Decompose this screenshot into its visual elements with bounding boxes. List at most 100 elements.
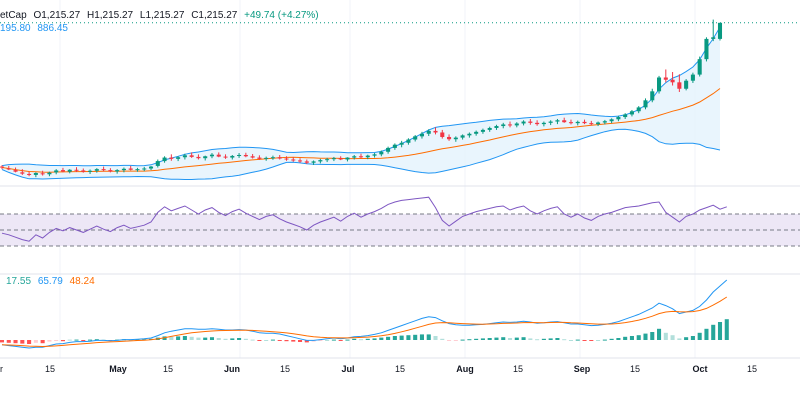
candle bbox=[717, 22, 723, 41]
candle bbox=[298, 158, 303, 163]
macd-histogram-bar bbox=[609, 338, 614, 340]
candle bbox=[528, 118, 533, 125]
candle-body bbox=[684, 80, 689, 89]
candle-body bbox=[636, 107, 641, 112]
low-value: L1,215.27 bbox=[139, 10, 185, 21]
candle bbox=[419, 131, 424, 139]
candle bbox=[358, 153, 364, 159]
macd-histogram-bar bbox=[325, 340, 330, 341]
candle-body bbox=[6, 168, 11, 170]
candle bbox=[474, 130, 479, 136]
candle bbox=[494, 124, 499, 130]
candle-body bbox=[189, 155, 194, 157]
macd-histogram bbox=[0, 319, 729, 344]
candle bbox=[40, 170, 45, 176]
candle-body bbox=[358, 156, 364, 158]
candle bbox=[284, 156, 289, 161]
macd-histogram-bar bbox=[447, 340, 452, 341]
candle bbox=[406, 138, 411, 145]
candle bbox=[338, 156, 343, 161]
macd-histogram-bar bbox=[392, 336, 397, 340]
candle bbox=[345, 157, 350, 162]
candle-body bbox=[541, 122, 546, 125]
candle-body bbox=[399, 142, 404, 145]
macd-histogram-bar bbox=[6, 340, 11, 343]
candle bbox=[331, 156, 336, 162]
bollinger-band-fill bbox=[2, 27, 720, 180]
macd-histogram-bar bbox=[298, 340, 303, 342]
candle bbox=[433, 127, 438, 135]
candle-body bbox=[223, 156, 228, 158]
x-axis-label: Aug bbox=[456, 364, 474, 374]
candle-body bbox=[440, 132, 445, 137]
macd-histogram-bar bbox=[629, 336, 634, 340]
macd-histogram-bar bbox=[94, 339, 99, 341]
macd-histogram-bar bbox=[467, 339, 472, 341]
candle-body bbox=[277, 157, 282, 159]
change-value: +49.74 (+4.27%) bbox=[244, 10, 319, 21]
macd-histogram-bar bbox=[176, 336, 181, 340]
candle bbox=[447, 134, 452, 141]
macd-histogram-value: 17.55 bbox=[6, 276, 32, 287]
candle bbox=[365, 154, 370, 160]
macd-histogram-bar bbox=[507, 338, 513, 340]
candle bbox=[0, 165, 5, 170]
candle bbox=[413, 135, 418, 142]
candle-body bbox=[717, 22, 723, 39]
candle-body bbox=[474, 131, 479, 134]
candle bbox=[596, 121, 601, 127]
candle-body bbox=[677, 82, 682, 89]
macd-histogram-bar bbox=[277, 340, 282, 341]
grid-lines bbox=[0, 0, 800, 359]
candle bbox=[602, 119, 607, 125]
candle-body bbox=[182, 155, 187, 158]
candle-body bbox=[596, 122, 601, 125]
macd-histogram-bar bbox=[243, 338, 248, 340]
candle bbox=[196, 154, 201, 160]
macd-histogram-bar bbox=[717, 322, 723, 340]
macd-histogram-bar bbox=[704, 328, 709, 340]
x-axis-label: 15 bbox=[163, 364, 173, 374]
candle-body bbox=[250, 156, 255, 158]
macd-histogram-bar bbox=[555, 338, 560, 340]
macd-histogram-bar bbox=[209, 337, 215, 340]
candle bbox=[379, 150, 384, 157]
candle-body bbox=[467, 133, 472, 136]
candle-body bbox=[216, 154, 221, 157]
macd-histogram-bar bbox=[237, 338, 242, 340]
candle bbox=[352, 154, 357, 160]
candle-body bbox=[413, 136, 418, 140]
candle bbox=[514, 122, 519, 128]
candle bbox=[311, 160, 316, 165]
candle-body bbox=[670, 79, 675, 83]
candle bbox=[304, 159, 309, 164]
x-axis-label: 15 bbox=[747, 364, 757, 374]
macd-histogram-bar bbox=[514, 337, 519, 340]
candle bbox=[142, 166, 147, 172]
candle-body bbox=[203, 156, 208, 159]
candle bbox=[636, 106, 641, 114]
candle-body bbox=[318, 160, 323, 162]
candle-body bbox=[325, 159, 330, 161]
macd-histogram-bar bbox=[13, 340, 18, 344]
candle bbox=[155, 159, 160, 168]
candle bbox=[257, 155, 262, 160]
macd-histogram-bar bbox=[643, 333, 648, 340]
candle-body bbox=[311, 161, 316, 163]
candle-body bbox=[115, 170, 120, 172]
candle bbox=[250, 154, 255, 159]
candle-body bbox=[582, 121, 587, 124]
candle bbox=[623, 113, 628, 119]
candle bbox=[169, 154, 174, 161]
candle-body bbox=[101, 169, 106, 171]
candle bbox=[6, 165, 11, 171]
candle-body bbox=[264, 157, 269, 159]
bollinger-lower-line bbox=[1, 128, 721, 180]
macd-histogram-bar bbox=[250, 339, 255, 341]
candle-body bbox=[365, 155, 370, 158]
candle bbox=[663, 69, 668, 83]
candle bbox=[223, 154, 228, 159]
candle bbox=[568, 119, 574, 125]
candle-body bbox=[196, 156, 201, 159]
